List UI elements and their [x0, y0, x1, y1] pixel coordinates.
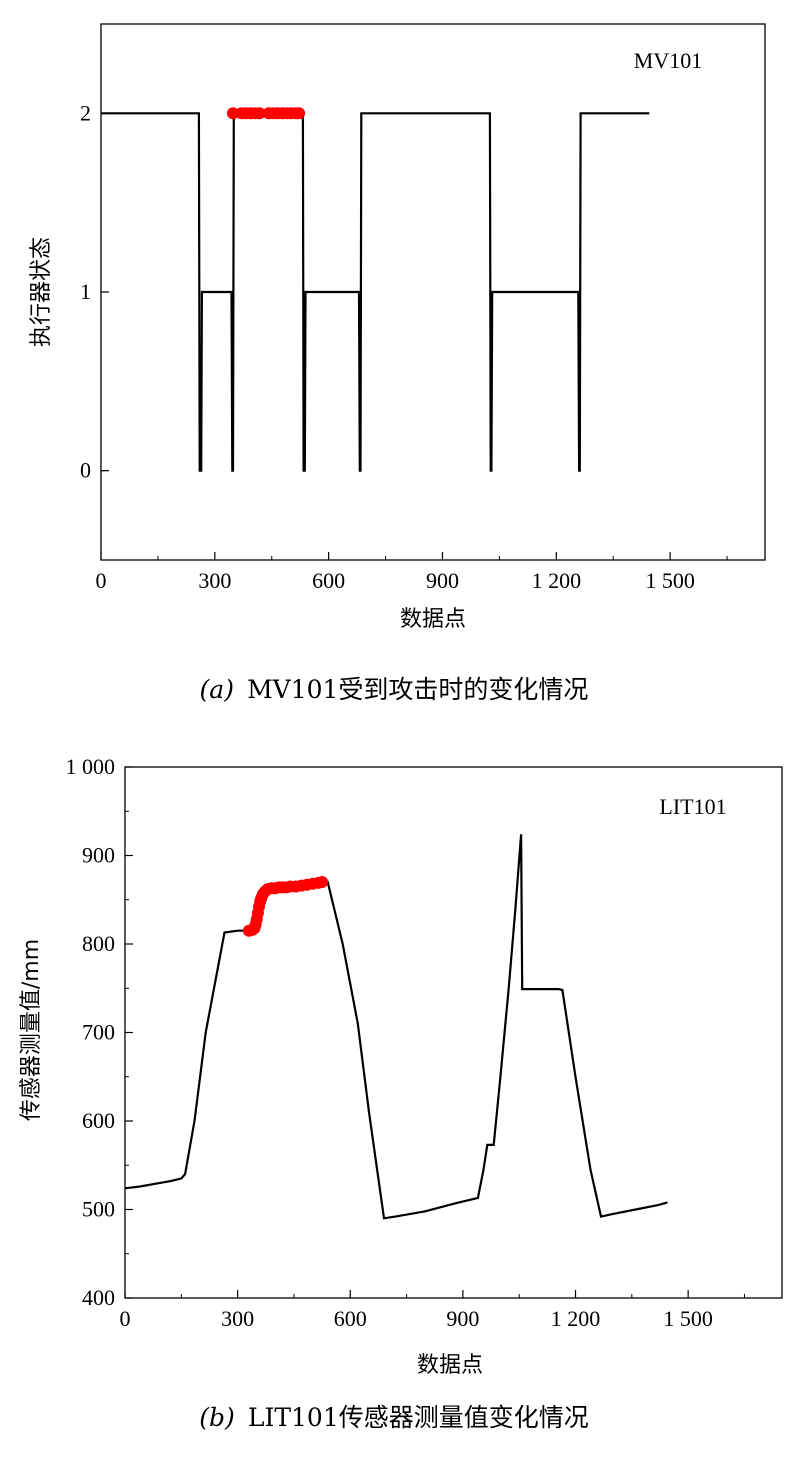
y-tick-label-b: 700 — [82, 1020, 115, 1045]
x-tick-label-b: 1 500 — [663, 1306, 713, 1331]
attack-point — [293, 107, 306, 120]
attack-point — [316, 876, 329, 888]
x-tick-label-b: 300 — [221, 1306, 254, 1331]
y-tick-label-b: 800 — [82, 931, 115, 956]
y-tick-label-a: 1 — [80, 279, 91, 304]
series-tag-mv101: MV101 — [634, 48, 702, 73]
caption-prefix-a: (a) — [200, 675, 234, 704]
x-tick-label-a: 600 — [312, 568, 345, 593]
x-tick-label-b: 1 200 — [551, 1306, 601, 1331]
attack-point — [227, 107, 239, 120]
y-tick-label-b: 400 — [82, 1285, 115, 1310]
x-tick-label-b: 0 — [120, 1306, 131, 1331]
plot-frame-a — [100, 23, 766, 561]
x-tick-label-b: 600 — [334, 1306, 367, 1331]
x-axis-label-b: 数据点 — [417, 1353, 483, 1378]
ticks-a: 0 300 600 900 1 200 1 500 0 1 2 — [80, 100, 728, 593]
y-tick-label-b: 1 000 — [66, 754, 116, 779]
y-axis-label-b: 传感器测量值/mm — [19, 939, 44, 1121]
series-line-a — [101, 112, 650, 472]
y-tick-label-a: 0 — [80, 458, 91, 483]
caption-text-a: MV101受到攻击时的变化情况 — [247, 675, 588, 704]
x-tick-label-a: 1 500 — [645, 568, 695, 593]
x-tick-label-b: 900 — [446, 1306, 479, 1331]
y-tick-label-a: 2 — [80, 100, 91, 125]
y-tick-label-b: 600 — [82, 1108, 115, 1133]
x-axis-label-a: 数据点 — [400, 607, 466, 632]
attack-points-b — [242, 876, 329, 937]
x-tick-label-a: 300 — [198, 568, 231, 593]
caption-b: (b) LIT101传感器测量值变化情况 — [199, 1403, 588, 1432]
caption-prefix-b: (b) — [199, 1403, 235, 1432]
attack-point — [253, 107, 266, 120]
ticks-b: 0 300 600 900 1 200 1 500 400 500 600 700 800 900 1 … — [66, 754, 745, 1331]
series-line-lit101 — [124, 834, 668, 1220]
series-tag-lit101: LIT101 — [659, 794, 726, 819]
plot-frame-b — [124, 766, 783, 1299]
x-tick-label-a: 1 200 — [532, 568, 582, 593]
x-tick-label-a: 0 — [96, 568, 107, 593]
caption-text-b: LIT101传感器测量值变化情况 — [248, 1403, 589, 1432]
series-line-mv101 — [101, 112, 650, 472]
series-line-b — [124, 834, 668, 1220]
y-axis-label-a: 执行器状态 — [29, 237, 54, 347]
x-tick-label-a: 900 — [426, 568, 459, 593]
y-tick-label-b: 900 — [82, 843, 115, 868]
chart-lit101: 0 300 600 900 1 200 1 500 400 500 600 700 800 900 1 … — [19, 754, 783, 1432]
caption-a: (a) MV101受到攻击时的变化情况 — [200, 675, 589, 704]
attack-points-a — [227, 107, 306, 120]
y-tick-label-b: 500 — [82, 1197, 115, 1222]
